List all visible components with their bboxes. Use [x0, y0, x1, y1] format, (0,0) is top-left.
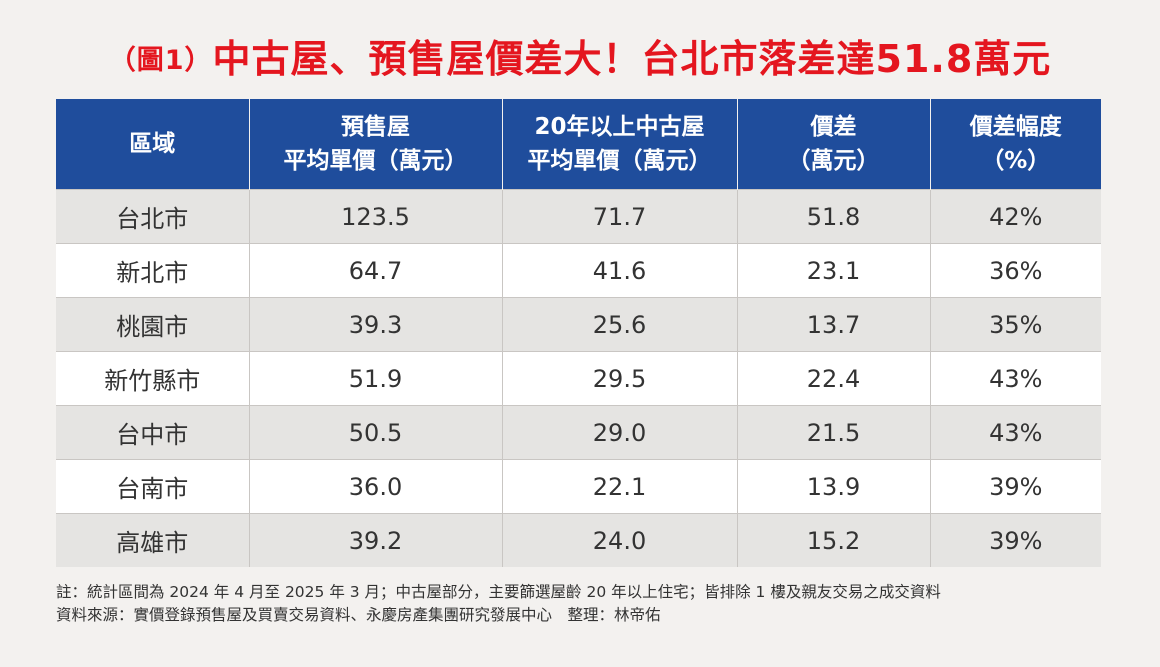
page-title: （圖1）中古屋、預售屋價差大！台北市落差達51.8萬元: [0, 34, 1160, 86]
table-header-row: 區域 預售屋 平均單價（萬元） 20年以上中古屋 平均單價（萬元） 價差 （萬元…: [56, 99, 1101, 190]
used-price-cell: 22.1: [502, 459, 738, 514]
footnote-note: 註：統計區間為 2024 年 4 月至 2025 年 3 月；中古屋部分，主要篩…: [56, 583, 941, 601]
table-row: 桃園市 39.3 25.6 13.7 35%: [56, 297, 1101, 352]
used-price-cell: 24.0: [502, 513, 738, 567]
table-row: 高雄市 39.2 24.0 15.2 39%: [56, 513, 1101, 567]
table-row: 台北市 123.5 71.7 51.8 42%: [56, 189, 1101, 244]
header-price-gap: 價差 （萬元）: [737, 99, 931, 190]
presale-price-cell: 39.2: [249, 513, 503, 567]
gap-cell: 51.8: [737, 189, 931, 244]
gap-cell: 13.7: [737, 297, 931, 352]
region-cell: 高雄市: [56, 513, 250, 567]
ratio-cell: 36%: [930, 243, 1101, 298]
presale-price-cell: 51.9: [249, 351, 503, 406]
header-used-house-price: 20年以上中古屋 平均單價（萬元）: [502, 99, 738, 190]
presale-price-cell: 39.3: [249, 297, 503, 352]
gap-cell: 21.5: [737, 405, 931, 460]
region-cell: 台中市: [56, 405, 250, 460]
figure-number: （圖1）: [108, 45, 213, 76]
gap-cell: 22.4: [737, 351, 931, 406]
used-price-cell: 71.7: [502, 189, 738, 244]
used-price-cell: 25.6: [502, 297, 738, 352]
used-price-cell: 29.5: [502, 351, 738, 406]
price-gap-table: 區域 預售屋 平均單價（萬元） 20年以上中古屋 平均單價（萬元） 價差 （萬元…: [56, 99, 1101, 567]
presale-price-cell: 64.7: [249, 243, 503, 298]
presale-price-cell: 50.5: [249, 405, 503, 460]
region-cell: 新竹縣市: [56, 351, 250, 406]
table-row: 台中市 50.5 29.0 21.5 43%: [56, 405, 1101, 460]
ratio-cell: 43%: [930, 351, 1101, 406]
gap-cell: 15.2: [737, 513, 931, 567]
ratio-cell: 39%: [930, 513, 1101, 567]
presale-price-cell: 123.5: [249, 189, 503, 244]
table-row: 新竹縣市 51.9 29.5 22.4 43%: [56, 351, 1101, 406]
region-cell: 台南市: [56, 459, 250, 514]
title-text: 中古屋、預售屋價差大！台北市落差達51.8萬元: [212, 37, 1052, 81]
footnote-source: 資料來源：實價登錄預售屋及買賣交易資料、永慶房產集團研究發展中心 整理：林帝佑: [56, 606, 661, 624]
region-cell: 桃園市: [56, 297, 250, 352]
footnotes: 註：統計區間為 2024 年 4 月至 2025 年 3 月；中古屋部分，主要篩…: [56, 581, 941, 627]
header-gap-ratio: 價差幅度 （%）: [930, 99, 1101, 190]
ratio-cell: 35%: [930, 297, 1101, 352]
header-presale-price: 預售屋 平均單價（萬元）: [249, 99, 503, 190]
presale-price-cell: 36.0: [249, 459, 503, 514]
gap-cell: 23.1: [737, 243, 931, 298]
region-cell: 台北市: [56, 189, 250, 244]
table-row: 台南市 36.0 22.1 13.9 39%: [56, 459, 1101, 514]
gap-cell: 13.9: [737, 459, 931, 514]
used-price-cell: 41.6: [502, 243, 738, 298]
table-row: 新北市 64.7 41.6 23.1 36%: [56, 243, 1101, 298]
ratio-cell: 43%: [930, 405, 1101, 460]
ratio-cell: 42%: [930, 189, 1101, 244]
ratio-cell: 39%: [930, 459, 1101, 514]
header-region: 區域: [56, 99, 250, 190]
region-cell: 新北市: [56, 243, 250, 298]
used-price-cell: 29.0: [502, 405, 738, 460]
